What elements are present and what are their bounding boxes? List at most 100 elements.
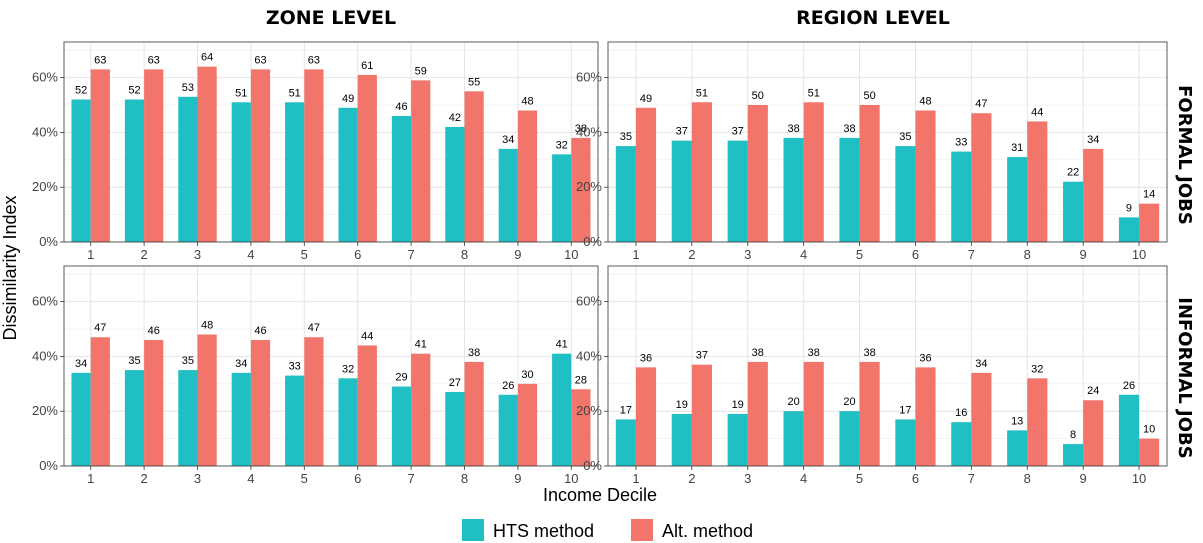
data-label: 37 <box>676 126 688 138</box>
bar <box>391 115 412 242</box>
data-label: 24 <box>1087 385 1099 397</box>
data-label: 46 <box>148 325 160 337</box>
bar <box>285 375 305 466</box>
bar <box>124 370 145 466</box>
x-tick-label: 7 <box>968 247 975 262</box>
x-tick-label: 4 <box>800 247 807 262</box>
y-tick-label: 60% <box>576 70 602 85</box>
data-label: 52 <box>75 85 87 97</box>
data-label: 44 <box>361 330 373 342</box>
x-tick-label: 8 <box>461 247 468 262</box>
bar <box>671 140 692 242</box>
bar <box>498 394 518 466</box>
column-title-zone: ZONE LEVEL <box>266 7 396 29</box>
bar <box>304 69 324 242</box>
y-tick-label: 20% <box>32 403 58 418</box>
data-label: 32 <box>556 139 568 151</box>
data-label: 37 <box>696 350 708 362</box>
x-tick-label: 6 <box>912 471 919 486</box>
x-tick-label: 10 <box>1132 247 1146 262</box>
data-label: 33 <box>955 137 967 149</box>
y-tick-label: 0% <box>39 234 58 249</box>
data-label: 49 <box>342 93 354 105</box>
legend-swatch-alt <box>631 519 653 541</box>
x-tick-label: 8 <box>461 471 468 486</box>
bar <box>517 110 538 242</box>
bar <box>783 411 804 466</box>
data-label: 26 <box>502 380 514 392</box>
y-tick-label: 20% <box>32 179 58 194</box>
data-label: 20 <box>787 396 799 408</box>
x-tick-label: 7 <box>407 471 414 486</box>
legend: HTS method Alt. method <box>462 519 753 541</box>
data-label: 35 <box>128 355 140 367</box>
bar <box>951 422 972 466</box>
y-tick-label: 20% <box>576 179 602 194</box>
data-label: 32 <box>1031 363 1043 375</box>
bar <box>571 389 591 466</box>
bar <box>895 146 916 242</box>
bar <box>1083 148 1104 242</box>
x-tick-label: 1 <box>87 471 94 486</box>
bar <box>357 345 377 466</box>
y-tick-label: 0% <box>39 458 58 473</box>
data-label: 26 <box>1123 380 1135 392</box>
bar <box>144 69 164 242</box>
data-label: 44 <box>1031 106 1043 118</box>
data-label: 22 <box>1067 167 1079 179</box>
x-tick-label: 10 <box>564 247 578 262</box>
x-tick-label: 4 <box>247 247 254 262</box>
panel-border <box>607 41 1168 243</box>
bar <box>895 419 916 466</box>
bar <box>90 69 110 242</box>
bar <box>304 337 324 466</box>
data-label: 52 <box>128 85 140 97</box>
x-tick-label: 3 <box>194 247 201 262</box>
bar <box>498 148 518 242</box>
data-label: 51 <box>289 87 301 99</box>
x-tick-label: 6 <box>354 471 361 486</box>
legend-label-hts: HTS method <box>493 521 594 541</box>
legend-swatch-hts <box>462 519 484 541</box>
data-label: 63 <box>254 54 266 66</box>
bar <box>231 102 251 242</box>
bar <box>615 146 636 242</box>
bar <box>615 419 636 466</box>
data-label: 34 <box>975 358 987 370</box>
data-label: 29 <box>395 372 407 384</box>
y-tick-label: 40% <box>32 124 58 139</box>
x-tick-label: 1 <box>87 247 94 262</box>
y-tick-label: 40% <box>576 348 602 363</box>
data-label: 19 <box>732 399 744 411</box>
x-tick-label: 6 <box>354 247 361 262</box>
bar <box>783 137 804 242</box>
data-label: 33 <box>289 361 301 373</box>
legend-label-alt: Alt. method <box>662 521 753 541</box>
data-label: 14 <box>1143 189 1155 201</box>
x-tick-label: 8 <box>1024 471 1031 486</box>
bar <box>691 102 712 242</box>
data-label: 38 <box>863 347 875 359</box>
bar <box>464 91 484 243</box>
x-tick-label: 3 <box>194 471 201 486</box>
bar <box>803 361 824 466</box>
data-label: 34 <box>502 134 514 146</box>
x-tick-label: 9 <box>1080 471 1087 486</box>
bar <box>915 367 936 466</box>
y-tick-label: 40% <box>576 124 602 139</box>
bar <box>1139 203 1160 242</box>
bar <box>178 96 198 242</box>
data-label: 42 <box>449 112 461 124</box>
x-tick-label: 2 <box>140 471 147 486</box>
data-label: 63 <box>308 54 320 66</box>
data-label: 35 <box>182 355 194 367</box>
x-tick-label: 8 <box>1024 247 1031 262</box>
bar <box>250 69 271 242</box>
bar <box>691 364 712 466</box>
bar <box>1118 217 1140 242</box>
data-label: 47 <box>308 322 320 334</box>
data-label: 38 <box>468 347 480 359</box>
